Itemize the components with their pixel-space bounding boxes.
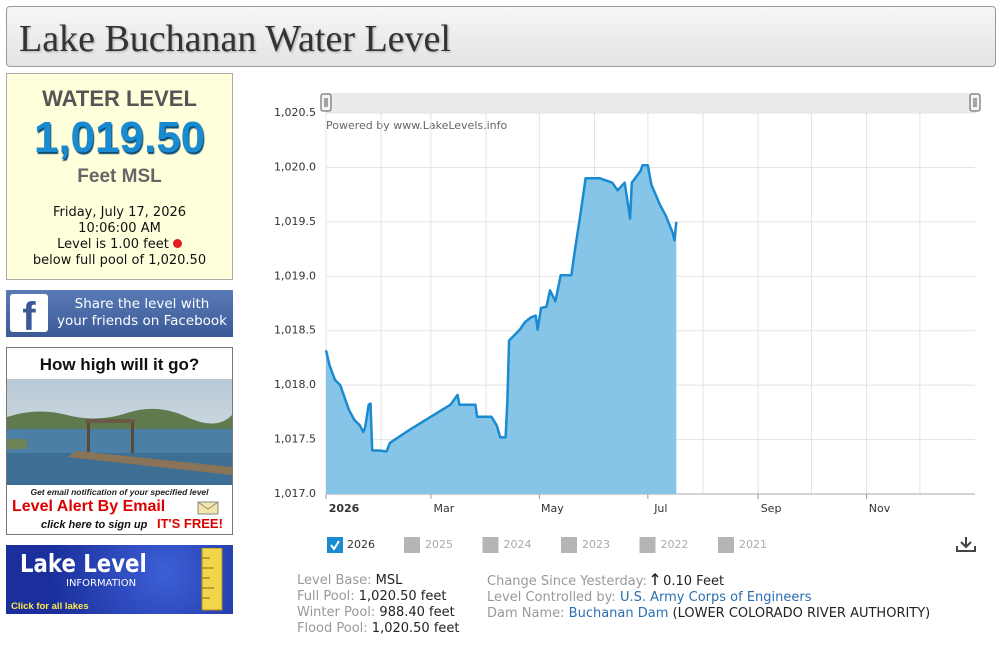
info-label: Dam Name: (487, 606, 565, 621)
level-heading: WATER LEVEL (42, 86, 197, 111)
ad-photo (7, 379, 232, 485)
info-link[interactable]: U.S. Army Corps of Engineers (619, 590, 812, 605)
chart-annotation: Powered by www.LakeLevels.info (326, 119, 508, 132)
info-row: Level Base: MSL (297, 573, 460, 589)
info-value: 1,020.50 feet (371, 621, 460, 636)
info-label: Change Since Yesterday: (487, 574, 647, 589)
year-toggle[interactable] (482, 537, 499, 553)
x-tick-label: Mar (434, 502, 455, 515)
year-toggle[interactable] (561, 537, 577, 553)
info-row: Level Controlled by: U.S. Army Corps of … (487, 590, 930, 606)
y-tick-label: 1,019.5 (274, 215, 316, 228)
lakes-subtitle: INFORMATION (66, 578, 137, 589)
year-toggle-label[interactable]: 2021 (739, 538, 767, 551)
info-right: Change Since Yesterday: 0.10 Feet Level … (487, 572, 930, 622)
level-status-detail: below full pool of 1,020.50 (32, 253, 207, 268)
x-tick-label: May (541, 502, 564, 515)
facebook-banner[interactable]: f Share the level with your friends on F… (6, 290, 233, 339)
header: Lake Buchanan Water Level (6, 6, 996, 67)
x-tick-label: Nov (869, 502, 891, 515)
x-tick-label: Jul (653, 502, 667, 515)
info-row: Change Since Yesterday: 0.10 Feet (487, 572, 930, 590)
info-label: Flood Pool: (297, 621, 368, 636)
level-date: Friday, July 17, 2026 (52, 205, 187, 220)
info-row: Flood Pool: 1,020.50 feet (297, 621, 460, 637)
legend-label[interactable]: 2026 (347, 538, 375, 551)
info-row: Dam Name: Buchanan Dam (LOWER COLORADO R… (487, 606, 930, 622)
info-row: Winter Pool: 988.40 feet (297, 605, 460, 621)
year-toggle-label[interactable]: 2025 (425, 538, 453, 551)
level-unit: Feet MSL (77, 166, 162, 187)
ad-headline: Level Alert By Email (12, 498, 166, 515)
x-tick-label: 2026 (329, 502, 360, 515)
info-label: Level Base: (297, 573, 372, 588)
lakes-title: Lake Level (20, 549, 147, 578)
y-tick-label: 1,017.0 (274, 487, 316, 500)
status-dot (172, 239, 182, 248)
area-fill (326, 165, 677, 495)
info-value: 1,020.50 feet (358, 589, 447, 604)
year-toggle[interactable] (404, 537, 420, 553)
level-value: 1,019.50 (33, 113, 206, 162)
facebook-text: your friends on Facebook (57, 313, 227, 329)
info-label: Level Controlled by: (487, 590, 616, 605)
info-row: Full Pool: 1,020.50 feet (297, 589, 460, 605)
alert-ad[interactable]: How high will it go? Get email notificat… (6, 347, 233, 535)
legend-check (330, 540, 340, 551)
info-label: Full Pool: (297, 589, 355, 604)
year-toggle-label[interactable]: 2022 (661, 538, 689, 551)
info-link[interactable]: Buchanan Dam (568, 606, 669, 621)
y-tick-label: 1,020.5 (274, 106, 316, 119)
slider-handle-right[interactable] (969, 93, 981, 112)
ad-note: Get email notification of your specified… (30, 487, 209, 497)
ad-cta: click here to sign up (41, 519, 148, 531)
year-toggle[interactable] (639, 537, 656, 553)
facebook-text: Share the level with (74, 296, 210, 312)
page-title: Lake Buchanan Water Level (19, 18, 451, 60)
legend-checkbox[interactable] (327, 537, 343, 553)
series-line (324, 164, 678, 453)
info-value: (LOWER COLORADO RIVER AUTHORITY) (672, 606, 931, 621)
y-tick-label: 1,018.5 (274, 324, 316, 337)
level-time: 10:06:00 AM (78, 221, 161, 236)
level-status-row: Level is 1.00 feet (7, 237, 232, 253)
facebook-logo: f (10, 294, 48, 339)
year-toggle-label[interactable]: 2023 (582, 538, 610, 551)
ruler-icon (201, 548, 223, 611)
ad-free: IT'S FREE! (157, 516, 223, 531)
lakes-banner[interactable]: Lake Level INFORMATION Click for all lak… (6, 545, 233, 614)
download-button[interactable] (956, 537, 976, 552)
y-tick-label: 1,018.0 (274, 378, 316, 391)
info-value: MSL (375, 573, 403, 588)
info-value: 0.10 Feet (663, 574, 725, 589)
slider-handle-left[interactable] (320, 93, 332, 112)
level-box: WATER LEVEL 1,019.50 Feet MSL Friday, Ju… (6, 73, 233, 280)
year-toggle-label[interactable]: 2024 (504, 538, 532, 551)
envelope-icon (197, 501, 219, 515)
y-tick-label: 1,020.0 (274, 160, 316, 173)
ad-title: How high will it go? (39, 355, 200, 374)
up-arrow-icon (651, 572, 659, 585)
range-slider[interactable] (326, 93, 976, 113)
info-value: 988.40 feet (379, 605, 455, 620)
y-tick-label: 1,017.5 (274, 433, 316, 446)
info-left: Level Base: MSL Full Pool: 1,020.50 feet W… (297, 573, 460, 637)
lakes-cta: Click for all lakes (11, 601, 89, 612)
y-tick-label: 1,019.0 (274, 269, 316, 282)
level-status: Level is 1.00 feet (57, 237, 169, 252)
year-toggle[interactable] (718, 537, 734, 553)
info-label: Winter Pool: (297, 605, 376, 620)
x-tick-label: Sep (761, 502, 782, 515)
